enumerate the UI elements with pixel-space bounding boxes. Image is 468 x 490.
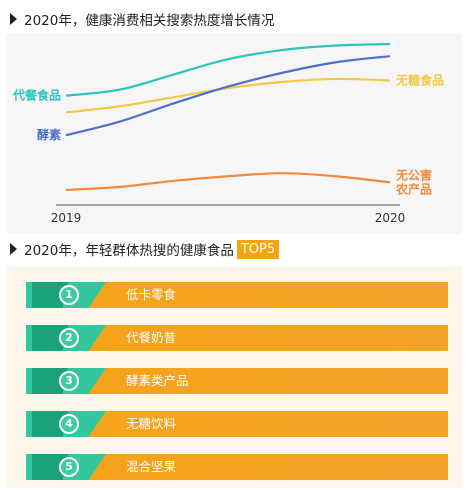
series-label: 代餐食品	[12, 88, 61, 103]
rank-number: 2	[59, 328, 79, 348]
series-label: 酵素	[37, 127, 61, 142]
x-tick-label: 2020	[375, 211, 406, 225]
top5-badge: TOP5	[236, 239, 280, 259]
top5-bar	[86, 454, 448, 480]
top5-row: 3 酵素类产品	[26, 368, 448, 394]
rank-number: 1	[59, 285, 79, 305]
top5-row: 4 无糖饮料	[26, 411, 448, 437]
top5-row: 2 代餐奶昔	[26, 325, 448, 351]
rank-number: 3	[59, 371, 79, 391]
chart-panel: 2019 2020 代餐食品 无糖食品酵素无公害农产品	[6, 34, 462, 234]
rank-number: 5	[59, 457, 79, 477]
triangle-bullet-icon	[10, 13, 17, 25]
chart-section-title: 2020年，健康消费相关搜索热度增长情况	[10, 8, 274, 30]
top5-row: 1 低卡零食	[26, 282, 448, 308]
top5-bar	[86, 411, 448, 437]
series-line	[65, 55, 391, 137]
top5-item-label: 无糖饮料	[126, 416, 177, 431]
x-tick-label: 2019	[51, 211, 82, 225]
top5-row: 5 混合坚果	[26, 454, 448, 480]
top5-item-label: 酵素类产品	[126, 373, 189, 388]
top5-bar	[86, 282, 448, 308]
series-line	[65, 77, 391, 114]
rank-number: 4	[59, 414, 79, 434]
triangle-bullet-icon	[10, 243, 17, 255]
top5-section-title: 2020年，年轻群体热搜的健康食品 TOP5	[10, 238, 280, 260]
top5-item-label: 混合坚果	[126, 459, 177, 474]
top5-panel: 1 低卡零食 2 代餐奶昔 3 酵素类产品 4 无糖饮料 5 混合坚果	[6, 266, 462, 488]
series-line	[65, 172, 391, 192]
top5-item-label: 代餐奶昔	[126, 330, 177, 345]
top5-bar	[86, 325, 448, 351]
top5-title: 2020年，年轻群体热搜的健康食品	[24, 243, 234, 259]
chart-title: 2020年，健康消费相关搜索热度增长情况	[24, 13, 275, 29]
series-label: 无糖食品	[395, 72, 444, 87]
top5-item-label: 低卡零食	[126, 287, 177, 302]
top5-bar	[86, 368, 448, 394]
series-line	[65, 42, 391, 97]
series-label: 无公害农产品	[395, 167, 432, 196]
